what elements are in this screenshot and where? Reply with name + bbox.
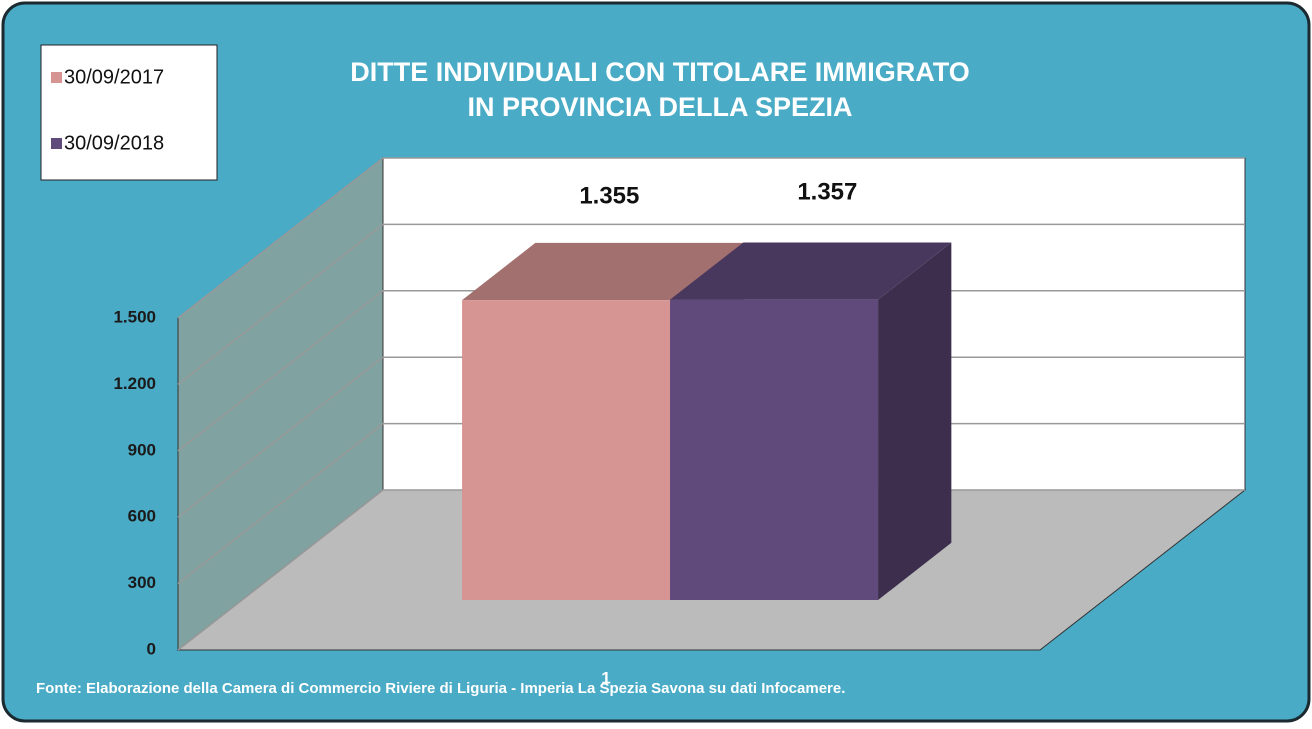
data-label: 1.357	[797, 178, 857, 205]
grid-line	[177, 489, 1245, 651]
legend-label: 30/09/2018	[64, 132, 164, 154]
bar-top	[670, 242, 952, 300]
plot-area	[176, 156, 1247, 652]
legend-swatch	[51, 138, 62, 149]
bar	[462, 300, 671, 600]
bar	[670, 299, 879, 600]
source-note: Fonte: Elaborazione della Camera di Comm…	[36, 680, 845, 697]
grid-line	[177, 290, 1245, 452]
x-tick-label: 1	[601, 668, 610, 687]
y-tick-label: 1.200	[113, 374, 156, 393]
grid-line	[177, 223, 1245, 385]
chart-title: DITTE INDIVIDUALI CON TITOLARE IMMIGRATO	[350, 57, 969, 87]
grid-line	[177, 422, 1245, 585]
y-tick-label: 900	[128, 440, 156, 459]
bar-top	[462, 242, 744, 301]
y-tick-label: 300	[128, 573, 156, 592]
y-tick-label: 1.500	[113, 307, 156, 326]
legend-swatch	[51, 72, 62, 83]
bar-side	[878, 242, 952, 600]
chart-title: IN PROVINCIA DELLA SPEZIA	[467, 92, 852, 122]
data-label: 1.355	[579, 182, 639, 209]
y-tick-label: 0	[147, 639, 156, 658]
grid-line	[177, 157, 1245, 319]
legend	[40, 44, 218, 181]
legend-label: 30/09/2017	[64, 66, 164, 88]
grid-line	[177, 356, 1245, 518]
y-tick-label: 600	[128, 507, 156, 526]
